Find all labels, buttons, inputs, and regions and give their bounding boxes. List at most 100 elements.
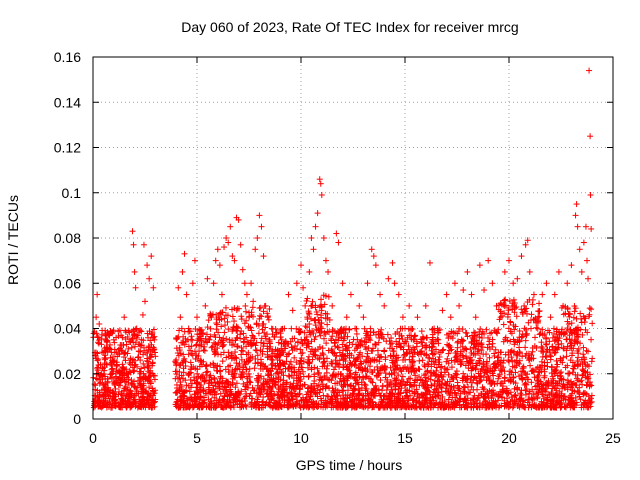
data-point: [187, 359, 194, 366]
data-point: [242, 308, 249, 315]
data-point: [254, 235, 261, 241]
data-point: [305, 353, 312, 360]
y-tick-label: 0.04: [54, 321, 81, 337]
data-point: [391, 280, 398, 287]
data-point: [364, 350, 371, 357]
data-point: [557, 404, 564, 411]
data-point: [368, 246, 375, 253]
data-point: [138, 365, 145, 372]
data-point: [543, 280, 550, 287]
data-point: [96, 320, 103, 327]
data-point: [374, 347, 381, 354]
data-point: [530, 291, 537, 298]
data-point: [139, 311, 146, 318]
data-point: [204, 275, 211, 282]
data-point: [93, 314, 100, 321]
data-point: [362, 387, 369, 394]
data-point: [587, 133, 594, 140]
data-point: [268, 361, 275, 368]
data-point: [363, 385, 370, 392]
data-point: [439, 307, 446, 314]
data-point: [510, 296, 517, 303]
data-point: [194, 314, 200, 321]
data-point: [295, 339, 302, 346]
data-point: [237, 241, 244, 248]
data-point: [219, 358, 226, 365]
data-point: [582, 223, 589, 230]
data-point: [467, 345, 474, 352]
data-point: [306, 268, 313, 275]
data-point: [213, 320, 220, 327]
data-point: [542, 353, 549, 360]
data-point: [224, 318, 231, 325]
data-point: [288, 325, 295, 332]
data-point: [582, 326, 589, 333]
data-point: [248, 280, 255, 287]
data-point: [569, 350, 576, 357]
data-point: [578, 268, 585, 275]
data-point: [362, 382, 369, 389]
data-point: [252, 246, 259, 253]
data-point: [513, 313, 520, 320]
data-point: [121, 314, 128, 321]
data-point: [422, 302, 429, 309]
data-point: [577, 396, 584, 403]
data-point: [365, 345, 372, 352]
data-point: [150, 284, 157, 291]
data-point: [384, 331, 391, 338]
data-point: [189, 280, 196, 287]
data-point: [191, 257, 198, 264]
data-point: [317, 312, 324, 319]
data-point: [251, 365, 258, 372]
data-point: [564, 318, 571, 325]
data-point: [130, 241, 137, 248]
data-point: [573, 201, 580, 208]
data-point: [253, 347, 260, 354]
data-point: [505, 357, 512, 364]
data-point: [297, 346, 304, 353]
data-point: [183, 291, 190, 298]
data-point: [583, 347, 590, 354]
data-point: [574, 223, 581, 230]
data-point: [174, 335, 181, 342]
x-tick-label: 25: [605, 430, 621, 446]
data-point: [200, 347, 207, 354]
data-point: [142, 298, 148, 305]
data-point: [555, 268, 562, 275]
data-point: [518, 253, 525, 260]
data-point: [527, 362, 534, 369]
data-point: [500, 321, 507, 328]
data-point: [486, 354, 493, 361]
data-point: [298, 262, 304, 269]
data-point: [343, 314, 350, 321]
data-point: [383, 387, 390, 394]
data-point: [223, 377, 230, 384]
data-point: [249, 304, 256, 311]
data-point: [478, 376, 485, 383]
data-point: [225, 349, 232, 356]
data-point: [238, 313, 245, 320]
data-point: [238, 347, 245, 354]
data-point: [140, 241, 147, 248]
data-point: [439, 376, 446, 383]
data-point: [500, 338, 507, 345]
data-point: [483, 351, 490, 358]
data-point: [492, 346, 499, 353]
data-point: [175, 284, 182, 291]
data-point: [446, 347, 453, 354]
data-point: [335, 239, 342, 246]
data-point: [429, 343, 436, 350]
data-point: [218, 323, 225, 330]
data-point: [310, 246, 317, 253]
data-point: [260, 253, 267, 260]
data-point: [94, 291, 101, 298]
data-point: [250, 298, 257, 305]
data-point: [489, 280, 496, 287]
x-tick-label: 10: [293, 430, 309, 446]
y-tick-label: 0.02: [54, 366, 81, 382]
data-point: [316, 176, 323, 183]
data-point: [436, 353, 443, 360]
data-point: [221, 244, 228, 251]
data-point: [363, 373, 370, 380]
data-point: [319, 345, 326, 352]
